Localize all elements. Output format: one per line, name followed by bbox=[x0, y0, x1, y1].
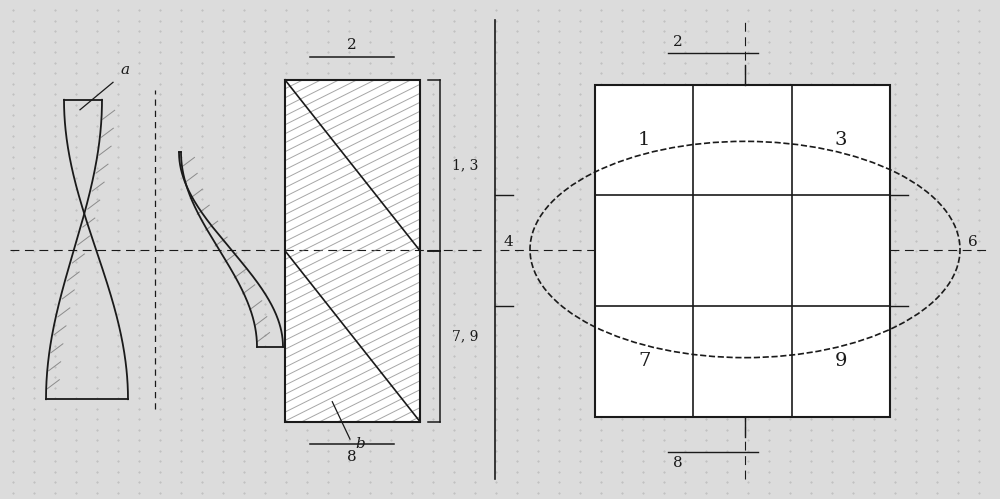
Text: a: a bbox=[120, 63, 130, 77]
Text: 9: 9 bbox=[835, 352, 847, 370]
Text: 2: 2 bbox=[673, 35, 683, 49]
Text: 7: 7 bbox=[638, 352, 650, 370]
Bar bbox=[285, 80, 420, 422]
Bar bbox=[285, 80, 420, 422]
Text: 2: 2 bbox=[347, 38, 357, 52]
Text: 8: 8 bbox=[347, 450, 357, 464]
Text: 3: 3 bbox=[835, 131, 847, 149]
Text: 8: 8 bbox=[673, 456, 683, 470]
Text: 6: 6 bbox=[968, 235, 978, 249]
Bar bbox=[595, 85, 890, 417]
Text: 7, 9: 7, 9 bbox=[452, 329, 478, 343]
Text: 1, 3: 1, 3 bbox=[452, 158, 478, 172]
Text: b: b bbox=[355, 437, 365, 451]
Text: 1: 1 bbox=[638, 131, 650, 149]
Text: 4: 4 bbox=[503, 235, 513, 249]
